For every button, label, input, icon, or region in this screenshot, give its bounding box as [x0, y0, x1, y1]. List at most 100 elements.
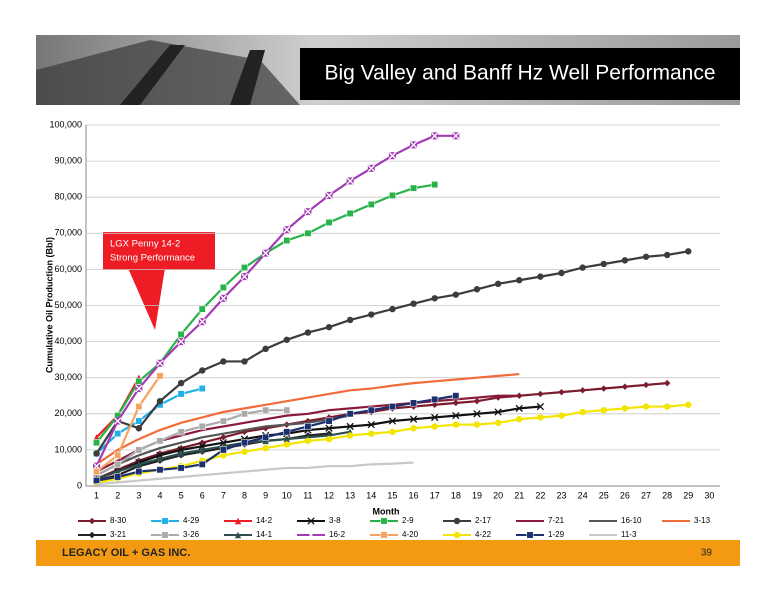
footer-company: LEGACY OIL + GAS INC. [62, 547, 190, 559]
legend-label: 2-17 [475, 516, 492, 525]
legend-label: 8-30 [110, 516, 127, 525]
marker [198, 460, 206, 468]
marker [388, 152, 397, 160]
x-tick-label: 29 [683, 490, 693, 500]
marker [558, 388, 565, 396]
marker [198, 385, 206, 392]
marker [135, 446, 143, 454]
marker [346, 209, 354, 217]
marker [241, 264, 248, 272]
legend-marker [453, 517, 461, 525]
annotation-text: Strong Performance [110, 253, 195, 264]
annotation-box [103, 232, 215, 270]
marker [579, 264, 586, 271]
marker [346, 432, 354, 439]
series-line [96, 461, 414, 486]
x-tick-label: 3 [136, 490, 141, 500]
marker [452, 392, 460, 400]
marker [642, 381, 650, 389]
legend-label: 4-20 [402, 530, 419, 539]
y-tick-label: 100,000 [49, 119, 82, 129]
marker [283, 428, 291, 436]
legend-marker [234, 531, 242, 539]
x-tick-label: 2 [115, 490, 120, 500]
legend-label: 16-10 [621, 516, 642, 525]
legend-marker [380, 517, 388, 525]
marker [431, 423, 438, 430]
legend-marker [161, 517, 169, 525]
marker [431, 413, 439, 422]
marker [177, 464, 185, 472]
series-line [95, 387, 203, 455]
marker [346, 316, 354, 324]
marker [135, 417, 143, 425]
marker [177, 390, 185, 398]
marker [494, 419, 502, 427]
marker [515, 404, 523, 413]
marker [410, 184, 418, 192]
marker [219, 446, 227, 454]
marker [579, 387, 586, 394]
x-tick-label: 17 [430, 490, 440, 500]
marker [135, 468, 143, 476]
marker [283, 226, 291, 234]
legend-label: 3-8 [329, 516, 341, 525]
x-tick-label: 13 [345, 490, 355, 500]
x-tick-label: 10 [282, 490, 292, 500]
marker [156, 372, 164, 380]
x-tick-label: 5 [179, 490, 184, 500]
marker [262, 437, 269, 445]
legend-label: 11-3 [621, 530, 637, 539]
marker [410, 399, 418, 407]
x-tick-label: 11 [303, 490, 312, 500]
legend-label: 1-29 [548, 530, 565, 539]
marker [558, 412, 565, 419]
y-tick-label: 10,000 [54, 444, 82, 454]
marker [685, 248, 692, 255]
marker [177, 428, 185, 436]
legend-label: 14-1 [256, 530, 273, 539]
marker [452, 132, 460, 140]
marker [325, 435, 333, 443]
legend-marker [161, 531, 169, 539]
x-tick-label: 26 [620, 490, 630, 500]
marker [114, 460, 122, 468]
marker [325, 219, 333, 226]
legend-label: 7-21 [548, 516, 565, 525]
y-tick-label: 60,000 [54, 264, 82, 274]
marker [494, 408, 502, 416]
marker [199, 446, 206, 454]
marker [431, 395, 439, 403]
y-tick-label: 80,000 [54, 192, 82, 202]
page-number: 39 [701, 548, 713, 559]
marker [389, 305, 396, 313]
legend-marker [526, 531, 534, 539]
legend-label: 4-22 [475, 530, 492, 539]
marker [621, 405, 629, 412]
legend-marker [307, 531, 315, 539]
series-line [96, 403, 689, 484]
series-line [95, 375, 161, 473]
marker [537, 414, 544, 421]
marker [346, 410, 354, 418]
x-tick-label: 14 [366, 490, 376, 500]
x-tick-label: 28 [662, 490, 672, 500]
marker [537, 390, 544, 398]
marker [135, 384, 143, 393]
marker [431, 401, 438, 408]
x-tick-label: 16 [409, 490, 419, 500]
legend-marker [88, 517, 96, 525]
marker [325, 417, 333, 425]
marker [304, 422, 312, 430]
y-axis-label: Cumulative Oil Production (Bbl) [44, 237, 54, 373]
marker [135, 461, 143, 468]
y-tick-label: 30,000 [54, 372, 82, 382]
marker [219, 294, 228, 302]
marker [240, 272, 249, 281]
marker [600, 260, 607, 268]
marker [198, 422, 206, 430]
marker [473, 397, 481, 405]
marker [262, 444, 269, 452]
marker [156, 455, 164, 463]
